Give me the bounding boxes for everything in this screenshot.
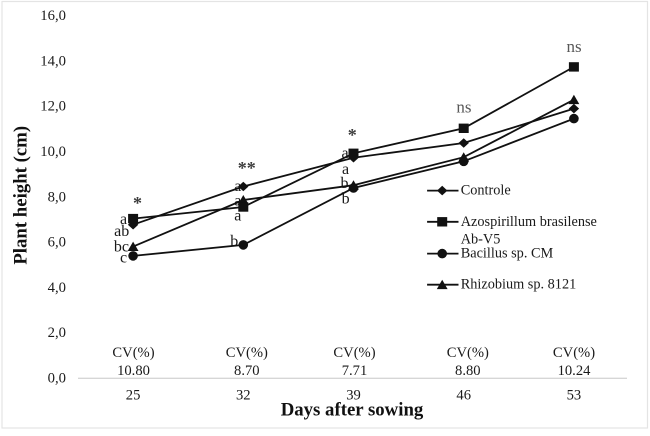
svg-text:b: b	[230, 233, 238, 250]
svg-text:8,0: 8,0	[48, 189, 66, 205]
svg-text:8.70: 8.70	[234, 363, 260, 379]
svg-text:32: 32	[236, 388, 251, 404]
svg-text:8.80: 8.80	[455, 363, 481, 379]
svg-text:Days after sowing: Days after sowing	[281, 399, 424, 420]
svg-text:ns: ns	[456, 98, 471, 117]
svg-text:*: *	[133, 193, 142, 213]
svg-text:CV(%): CV(%)	[447, 345, 489, 361]
svg-text:12,0: 12,0	[40, 99, 66, 115]
svg-text:46: 46	[456, 388, 471, 404]
svg-text:CV(%): CV(%)	[112, 345, 154, 361]
svg-text:Azospirillum brasilense: Azospirillum brasilense	[461, 214, 597, 230]
svg-text:bc: bc	[114, 239, 129, 256]
svg-text:2,0: 2,0	[48, 325, 66, 341]
svg-text:a: a	[341, 145, 348, 162]
svg-text:ab: ab	[114, 223, 129, 240]
svg-text:6,0: 6,0	[48, 235, 66, 251]
svg-text:Controle: Controle	[461, 183, 511, 199]
svg-text:a: a	[342, 161, 349, 178]
svg-text:Rhizobium sp. 8121: Rhizobium sp. 8121	[461, 277, 577, 293]
svg-text:Plant height (cm): Plant height (cm)	[11, 126, 32, 265]
svg-text:a: a	[234, 178, 241, 195]
svg-text:25: 25	[126, 388, 141, 404]
svg-text:*: *	[348, 125, 357, 145]
svg-text:CV(%): CV(%)	[226, 345, 268, 361]
svg-text:b: b	[342, 191, 350, 208]
svg-text:14,0: 14,0	[40, 53, 66, 69]
svg-text:CV(%): CV(%)	[333, 345, 375, 361]
svg-text:10.24: 10.24	[558, 363, 592, 379]
svg-text:Bacillus sp. CM: Bacillus sp. CM	[461, 246, 554, 262]
svg-text:10,0: 10,0	[40, 144, 66, 160]
svg-text:CV(%): CV(%)	[553, 345, 595, 361]
svg-text:a: a	[234, 207, 241, 224]
svg-text:16,0: 16,0	[40, 8, 66, 24]
svg-text:7.71: 7.71	[342, 363, 368, 379]
svg-text:Ab-V5: Ab-V5	[461, 231, 501, 247]
svg-text:53: 53	[567, 388, 582, 404]
svg-text:c: c	[120, 250, 127, 267]
svg-text:ns: ns	[566, 37, 581, 56]
svg-text:39: 39	[346, 388, 361, 404]
svg-text:**: **	[238, 158, 256, 178]
svg-text:a: a	[234, 193, 241, 210]
svg-text:10.80: 10.80	[117, 363, 150, 379]
svg-text:a: a	[120, 211, 127, 228]
svg-text:0,0: 0,0	[48, 370, 66, 386]
svg-text:4,0: 4,0	[48, 280, 66, 296]
svg-text:b: b	[341, 175, 349, 192]
